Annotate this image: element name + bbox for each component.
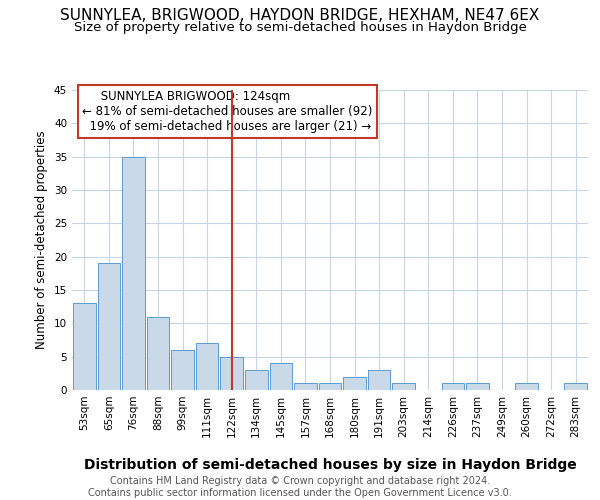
Bar: [368, 370, 391, 390]
Bar: [245, 370, 268, 390]
Bar: [442, 384, 464, 390]
Bar: [98, 264, 120, 390]
Bar: [122, 156, 145, 390]
Bar: [294, 384, 317, 390]
Bar: [73, 304, 95, 390]
Bar: [269, 364, 292, 390]
Bar: [515, 384, 538, 390]
Y-axis label: Number of semi-detached properties: Number of semi-detached properties: [35, 130, 49, 350]
Text: SUNNYLEA, BRIGWOOD, HAYDON BRIDGE, HEXHAM, NE47 6EX: SUNNYLEA, BRIGWOOD, HAYDON BRIDGE, HEXHA…: [61, 8, 539, 22]
Text: Distribution of semi-detached houses by size in Haydon Bridge: Distribution of semi-detached houses by …: [83, 458, 577, 472]
Text: Contains HM Land Registry data © Crown copyright and database right 2024.
Contai: Contains HM Land Registry data © Crown c…: [88, 476, 512, 498]
Bar: [171, 350, 194, 390]
Text: SUNNYLEA BRIGWOOD: 124sqm     
← 81% of semi-detached houses are smaller (92)
  : SUNNYLEA BRIGWOOD: 124sqm ← 81% of semi-…: [82, 90, 373, 133]
Bar: [343, 376, 366, 390]
Bar: [220, 356, 243, 390]
Text: Size of property relative to semi-detached houses in Haydon Bridge: Size of property relative to semi-detach…: [74, 21, 526, 34]
Bar: [392, 384, 415, 390]
Bar: [146, 316, 169, 390]
Bar: [565, 384, 587, 390]
Bar: [466, 384, 489, 390]
Bar: [196, 344, 218, 390]
Bar: [319, 384, 341, 390]
